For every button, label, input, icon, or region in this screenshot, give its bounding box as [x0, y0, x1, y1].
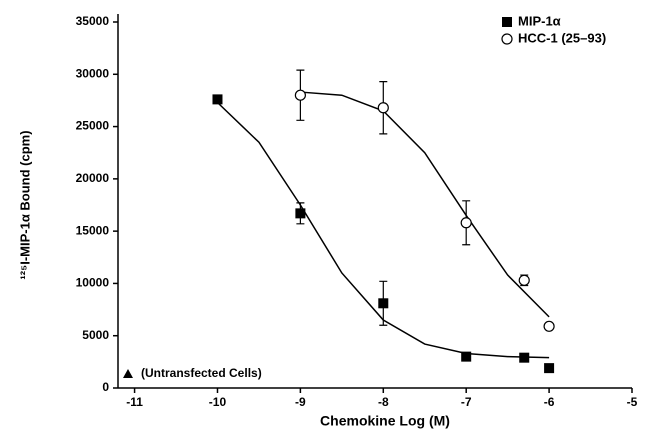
y-axis-label: ¹²⁵I-MIP-1α Bound (cpm): [17, 130, 32, 279]
data-point: [543, 320, 555, 332]
y-tick-label: 5000: [82, 328, 109, 342]
annotation-marker: [123, 369, 133, 378]
y-tick-label: 10000: [76, 276, 110, 290]
data-point: [544, 363, 555, 374]
x-tick-label: -11: [126, 395, 143, 409]
data-point: [461, 351, 472, 362]
data-point: [295, 208, 306, 219]
y-tick-label: 0: [102, 380, 109, 394]
x-tick-label: -6: [544, 395, 555, 409]
x-tick-label: -5: [627, 395, 638, 409]
data-point: [460, 217, 472, 229]
y-tick-label: 30000: [76, 66, 110, 80]
data-point: [294, 89, 306, 101]
legend-marker: [501, 33, 513, 45]
x-axis-label: Chemokine Log (M): [320, 413, 450, 429]
fit-curve: [300, 91, 550, 318]
x-tick-label: -10: [209, 395, 227, 409]
legend-label: MIP-1α: [518, 13, 561, 28]
data-point: [378, 298, 389, 309]
data-point: [212, 94, 223, 105]
data-point: [519, 352, 530, 363]
data-point: [377, 102, 389, 114]
y-tick-label: 25000: [76, 119, 110, 133]
legend-label: HCC-1 (25–93): [518, 30, 606, 45]
x-tick-label: -8: [378, 395, 389, 409]
x-tick-label: -9: [295, 395, 306, 409]
x-tick-label: -7: [461, 395, 472, 409]
legend-marker: [502, 17, 512, 27]
data-point: [518, 274, 530, 286]
y-tick-label: 35000: [76, 14, 110, 28]
y-tick-label: 20000: [76, 171, 110, 185]
y-tick-label: 15000: [76, 223, 110, 237]
annotation: (Untransfected Cells): [141, 366, 262, 380]
